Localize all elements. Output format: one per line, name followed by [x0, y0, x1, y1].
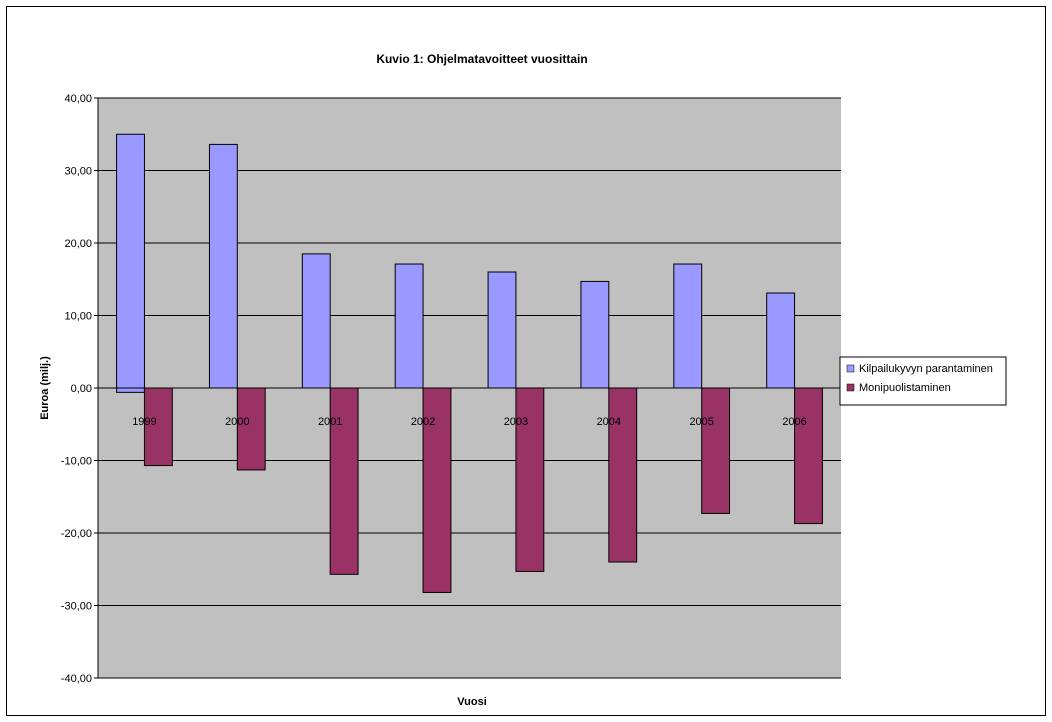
x-tick-label: 2003: [504, 416, 528, 428]
x-tick-label: 2004: [597, 416, 621, 428]
legend-swatch-monipuolistaminen: [846, 383, 855, 392]
bar-kilpailukyky-2005: [673, 263, 703, 389]
y-tick-label: 20,00: [64, 238, 92, 250]
bar-kilpailukyky-2004: [580, 280, 610, 389]
y-tick-labels: 40,00 30,00 20,00 10,00 0,00 -10,00 -20,00 -30,…: [61, 93, 98, 685]
legend: Kilpailukyvyn parantaminen Monipuolistam…: [839, 356, 1007, 406]
bar-kilpailukyky-1999: [116, 133, 145, 393]
x-axis-title: Vuosi: [457, 696, 487, 708]
y-tick-label: 10,00: [64, 311, 92, 323]
x-tick-label: 1999: [132, 416, 156, 428]
legend-box: [839, 356, 1007, 406]
bar-monipuolistaminen-2005: [701, 387, 731, 514]
bar-kilpailukyky-2000: [208, 143, 238, 389]
y-tick-label: -30,00: [61, 601, 92, 613]
x-tick-label: 2001: [318, 416, 342, 428]
bar-kilpailukyky-2002: [394, 263, 424, 389]
bar-monipuolistaminen-2004: [608, 387, 638, 563]
chart-title: Kuvio 1: Ohjelmatavoitteet vuosittain: [376, 52, 587, 66]
bar-kilpailukyky-2003: [487, 271, 517, 389]
y-axis-title: Euroa (milj.): [39, 356, 51, 420]
y-tick-label: -40,00: [61, 673, 92, 685]
y-tick-label: -10,00: [61, 456, 92, 468]
x-tick-label: 2000: [225, 416, 249, 428]
chart-frame: [6, 6, 1046, 716]
legend-label-monipuolistaminen: Monipuolistaminen: [859, 382, 951, 394]
bar-monipuolistaminen-1999: [143, 387, 173, 467]
bar-monipuolistaminen-2003: [515, 387, 545, 572]
bar-monipuolistaminen-2000: [236, 387, 266, 471]
y-tick-label: 30,00: [64, 166, 92, 178]
legend-label-kilpailukyky: Kilpailukyvyn parantaminen: [859, 363, 993, 375]
bars: [116, 133, 823, 593]
legend-swatch-kilpailukyky: [846, 364, 855, 373]
y-tick-label: 0,00: [71, 383, 92, 395]
bar-kilpailukyky-2006: [766, 292, 796, 389]
bar-monipuolistaminen-2002: [422, 387, 452, 593]
y-tick-label: 40,00: [64, 93, 92, 105]
x-tick-labels: 1999 2000 2001 2002 2003 2004 2005 2006: [132, 416, 807, 428]
bar-kilpailukyky-2001: [301, 253, 331, 389]
y-tick-label: -20,00: [61, 528, 92, 540]
bar-monipuolistaminen-2006: [794, 387, 823, 525]
x-tick-label: 2005: [689, 416, 713, 428]
x-tick-label: 2002: [411, 416, 435, 428]
x-tick-label: 2006: [782, 416, 806, 428]
